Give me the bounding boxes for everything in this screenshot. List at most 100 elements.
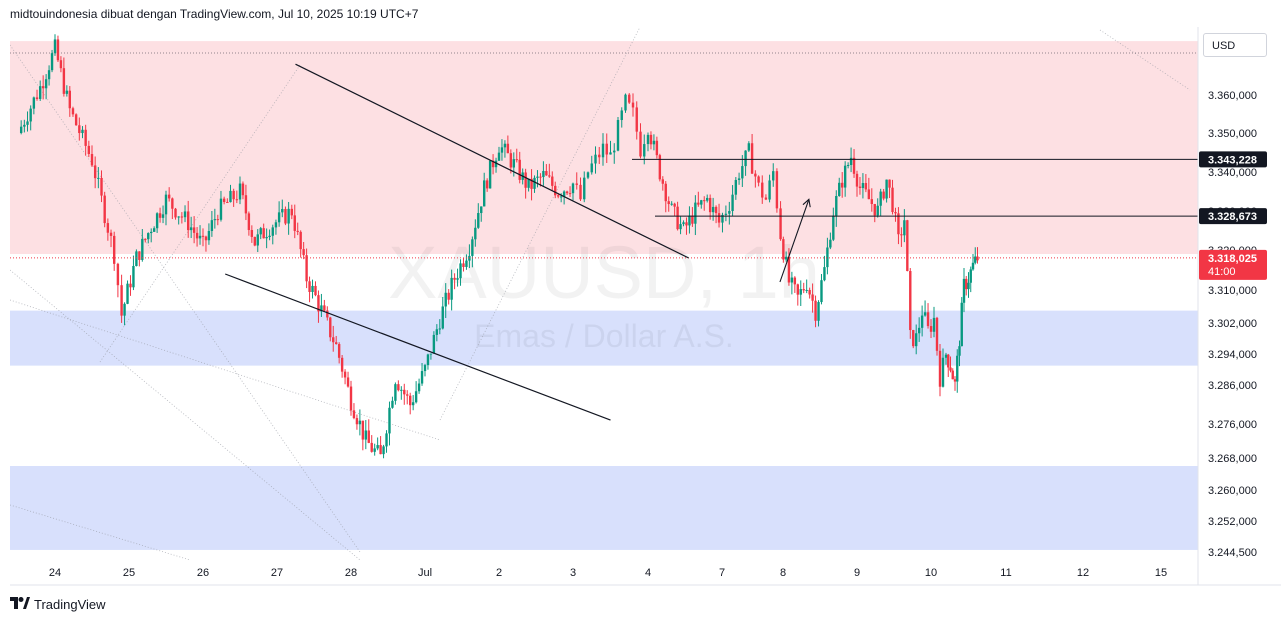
candle-body[interactable] [444,292,447,307]
candle-body[interactable] [958,346,961,356]
candle-body[interactable] [471,239,474,256]
candle-body[interactable] [965,278,968,290]
candle-body[interactable] [542,171,545,178]
candle-body[interactable] [846,164,850,166]
candle-body[interactable] [189,227,193,231]
candle-body[interactable] [346,377,350,387]
candle-body[interactable] [835,195,838,216]
candle-body[interactable] [706,197,709,201]
candle-body[interactable] [232,190,235,200]
candle-body[interactable] [41,86,45,89]
candle-body[interactable] [385,433,388,447]
candle-body[interactable] [483,180,486,207]
candle-body[interactable] [734,180,738,195]
candle-body[interactable] [694,202,697,224]
candle-body[interactable] [635,107,638,132]
candle-body[interactable] [518,159,521,180]
candle-body[interactable] [920,315,924,328]
candle-body[interactable] [417,383,421,392]
candle-body[interactable] [530,178,533,189]
candle-body[interactable] [802,289,805,291]
candle-body[interactable] [594,154,597,164]
price-axis[interactable]: 3.360,0003.350,0003.340,0003.330,0003.32… [1208,90,1257,559]
candle-body[interactable] [308,281,311,292]
candle-body[interactable] [323,305,326,311]
candle-body[interactable] [967,282,970,290]
candle-body[interactable] [447,292,450,300]
candle-body[interactable] [855,173,859,187]
candle-body[interactable] [59,60,63,69]
candle-body[interactable] [793,277,797,285]
candle-body[interactable] [761,182,764,198]
candle-body[interactable] [397,384,400,391]
candle-body[interactable] [441,306,444,329]
candle-body[interactable] [147,233,150,240]
candle-body[interactable] [590,163,593,173]
candle-body[interactable] [429,353,433,355]
candle-body[interactable] [909,271,912,331]
candle-body[interactable] [299,231,302,250]
candle-body[interactable] [90,154,94,166]
candle-body[interactable] [238,183,242,200]
candle-body[interactable] [210,220,214,231]
candle-body[interactable] [44,79,48,89]
candle-body[interactable] [120,285,123,316]
candle-body[interactable] [548,175,551,177]
candle-body[interactable] [409,395,412,406]
candle-body[interactable] [673,203,676,207]
candle-body[interactable] [512,159,515,168]
trendline-support[interactable] [224,273,611,421]
candle-body[interactable] [265,236,268,239]
candle-body[interactable] [903,220,906,236]
candle-body[interactable] [373,448,376,452]
candle-body[interactable] [747,143,751,151]
candle-body[interactable] [579,184,582,200]
candle-body[interactable] [183,211,187,218]
candle-body[interactable] [613,150,616,153]
candle-body[interactable] [882,191,885,199]
candle-body[interactable] [358,420,362,425]
candle-body[interactable] [355,418,359,425]
candle-body[interactable] [305,255,308,282]
candle-body[interactable] [643,144,646,157]
candle-body[interactable] [814,300,817,321]
candle-body[interactable] [132,265,135,288]
candle-body[interactable] [23,124,26,127]
candle-body[interactable] [287,208,290,224]
candle-body[interactable] [474,227,477,240]
candle-body[interactable] [912,330,915,347]
candle-body[interactable] [768,180,771,200]
candle-body[interactable] [900,234,903,236]
candle-body[interactable] [571,183,575,194]
candle-body[interactable] [852,157,856,174]
candle-body[interactable] [971,262,975,270]
candle-body[interactable] [820,280,823,303]
candle-body[interactable] [703,200,706,202]
candle-body[interactable] [426,354,430,366]
candle-body[interactable] [586,172,590,178]
candle-body[interactable] [109,232,113,236]
candle-body[interactable] [129,283,132,288]
candle-body[interactable] [655,140,659,156]
candle-body[interactable] [161,214,165,218]
candle-body[interactable] [817,302,820,321]
candle-body[interactable] [480,206,483,214]
candle-body[interactable] [226,201,229,203]
candle-body[interactable] [826,247,829,268]
currency-selector[interactable]: USD [1203,33,1267,57]
candle-body[interactable] [894,212,897,214]
candle-body[interactable] [772,171,775,181]
candle-body[interactable] [81,129,84,134]
candle-body[interactable] [658,155,662,180]
candle-body[interactable] [805,289,808,291]
candle-body[interactable] [754,173,757,177]
candle-body[interactable] [150,231,153,234]
candle-body[interactable] [423,365,427,372]
candle-body[interactable] [290,208,293,216]
candle-body[interactable] [976,256,979,261]
candle-body[interactable] [876,205,879,216]
candle-body[interactable] [177,216,180,218]
candle-body[interactable] [652,140,656,145]
candle-body[interactable] [155,213,159,229]
